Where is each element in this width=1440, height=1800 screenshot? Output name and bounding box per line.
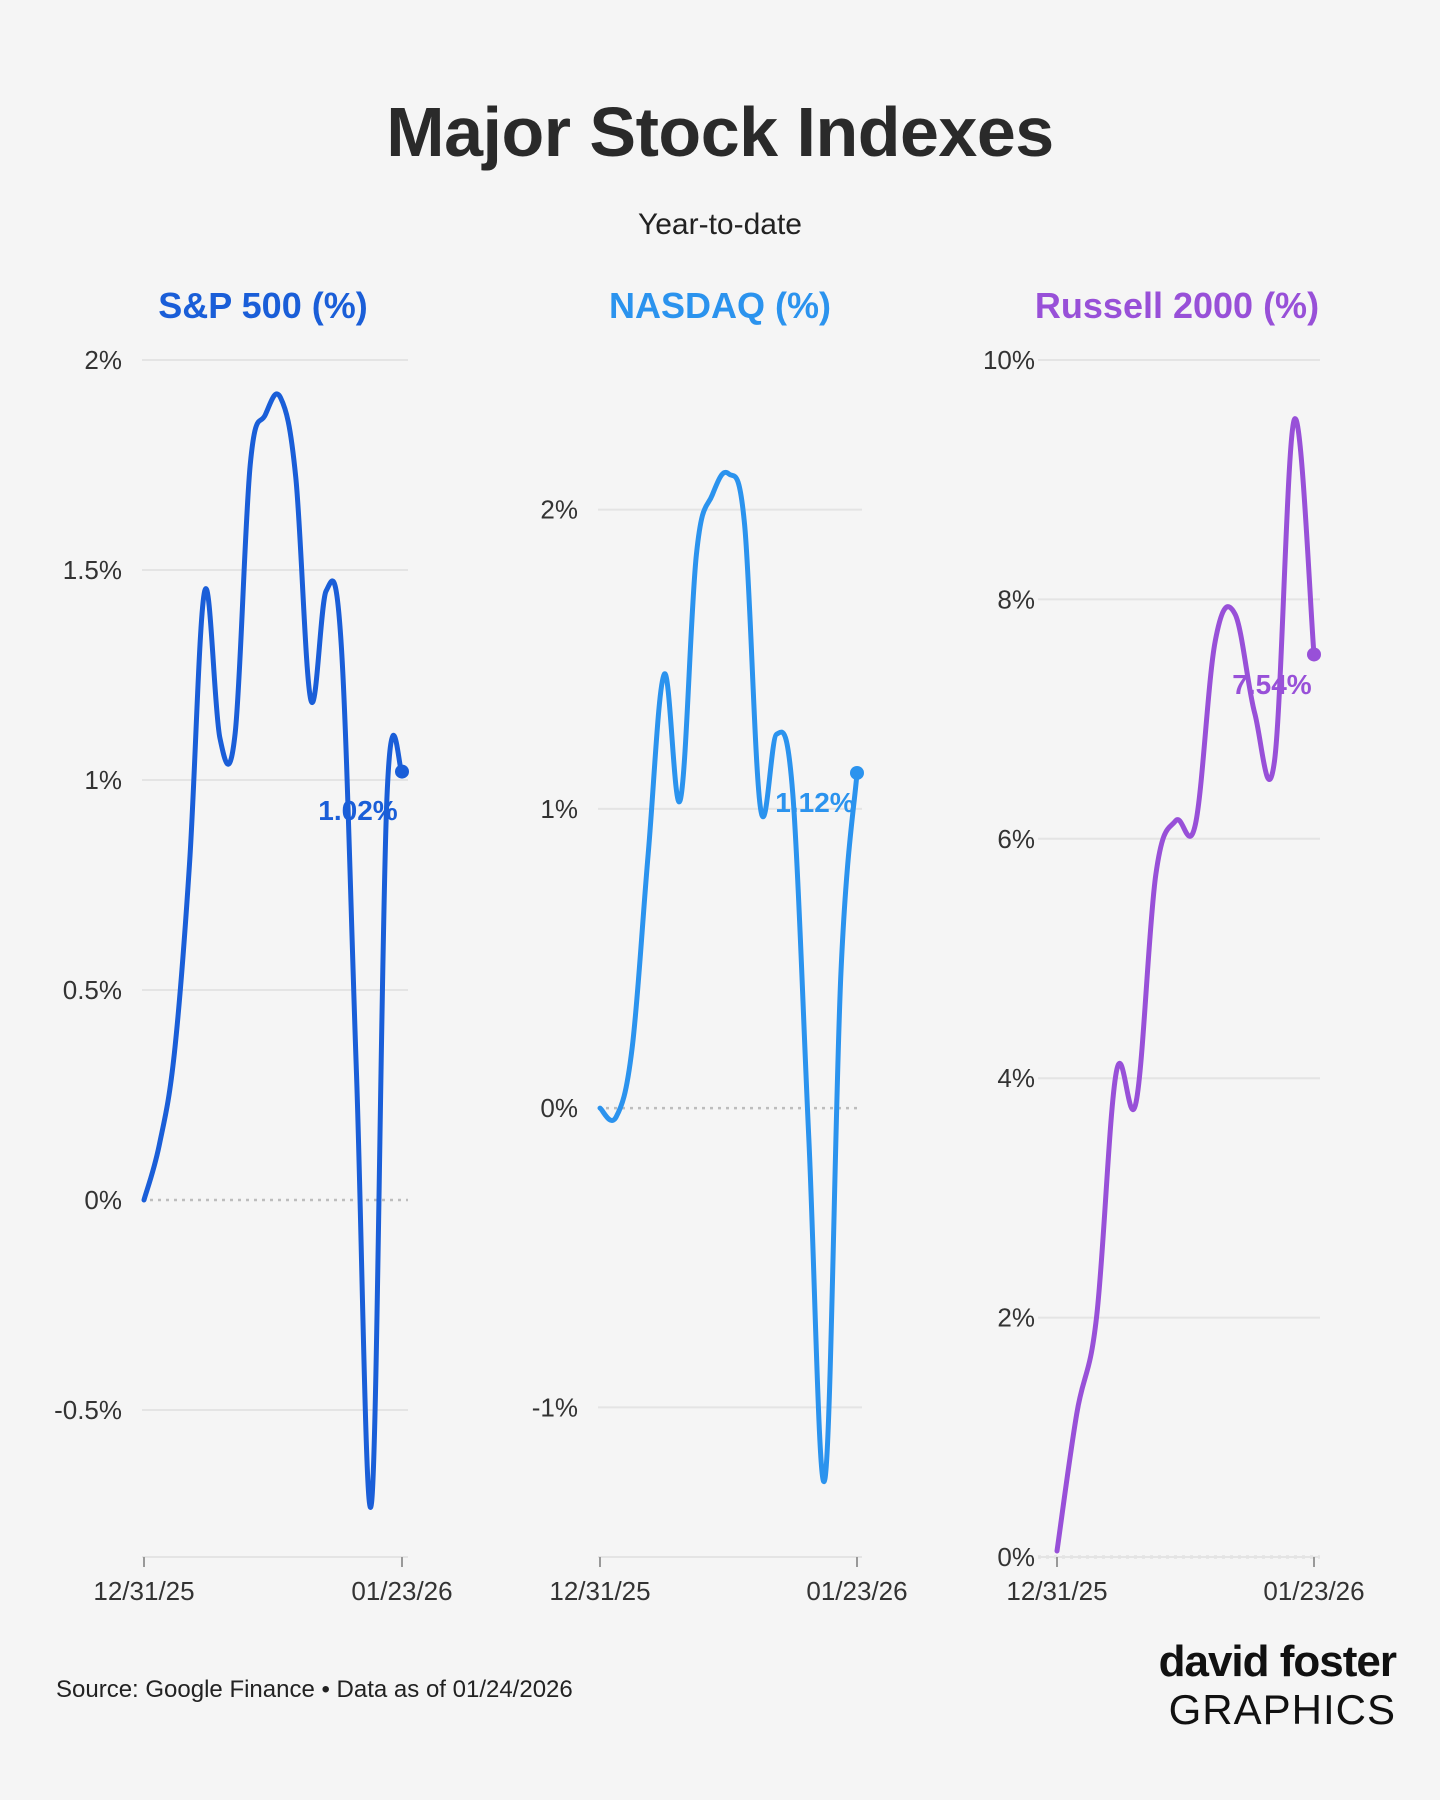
y-tick-label: 8% (997, 584, 1035, 614)
panel-1: S&P 500 (%) -0.5% 0% 0.5% 1% 1.5% 2% 12/31/25 01… (54, 285, 453, 1606)
chart-subtitle: Year-to-date (637, 208, 802, 241)
panel-2: NASDAQ (%) -1% 0% 1% 2% 12/31/25 01/23/26 1.12% (532, 285, 908, 1606)
x-tick-label: 12/31/25 (93, 1576, 194, 1606)
y-tick-label: 2% (540, 495, 578, 525)
brand-line-2: GRAPHICS (1168, 1686, 1396, 1733)
end-point (850, 765, 864, 780)
y-tick-label: 0.5% (63, 975, 122, 1005)
brand-logo: david foster GRAPHICS (1146, 1637, 1397, 1740)
y-tick-label: 1.5% (63, 555, 122, 585)
charts-area: S&P 500 (%) -0.5% 0% 0.5% 1% 1.5% 2% 12/31/25 01… (54, 285, 1365, 1606)
y-tick-label: 0% (540, 1093, 578, 1123)
y-tick-label: -0.5% (54, 1395, 122, 1425)
end-value-label: 1.12% (775, 787, 854, 818)
y-tick-label: 4% (997, 1063, 1035, 1093)
series-line (597, 469, 860, 1485)
x-tick-label: 01/23/26 (1263, 1576, 1364, 1606)
source-note: Source: Google Finance • Data as of 01/2… (56, 1676, 573, 1703)
y-tick-label: 2% (997, 1303, 1035, 1333)
x-tick-label: 01/23/26 (351, 1576, 452, 1606)
panel-title: Russell 2000 (%) (1035, 285, 1319, 326)
y-tick-label: 10% (983, 345, 1035, 375)
end-point (1307, 647, 1321, 662)
end-point (395, 764, 409, 779)
end-value-label: 7.54% (1232, 669, 1311, 700)
x-tick-label: 01/23/26 (806, 1576, 907, 1606)
panel-3: Russell 2000 (%) 0% 2% 4% 6% 8% 10% 12/31/25 01/… (983, 285, 1365, 1606)
y-tick-label: 6% (997, 824, 1035, 854)
series-line (1054, 416, 1317, 1554)
series-line (141, 391, 405, 1510)
panel-title: NASDAQ (%) (609, 285, 831, 326)
y-tick-label: 1% (540, 794, 578, 824)
panel-title: S&P 500 (%) (158, 285, 367, 326)
y-tick-label: 0% (997, 1542, 1035, 1572)
y-tick-label: 0% (84, 1185, 122, 1215)
chart-title: Major Stock Indexes (386, 93, 1054, 171)
x-tick-label: 12/31/25 (549, 1576, 650, 1606)
y-tick-label: -1% (532, 1392, 578, 1422)
x-tick-label: 12/31/25 (1006, 1576, 1107, 1606)
y-tick-label: 1% (84, 765, 122, 795)
y-tick-label: 2% (84, 345, 122, 375)
end-value-label: 1.02% (318, 795, 397, 826)
brand-line-1: david foster (1158, 1637, 1397, 1686)
